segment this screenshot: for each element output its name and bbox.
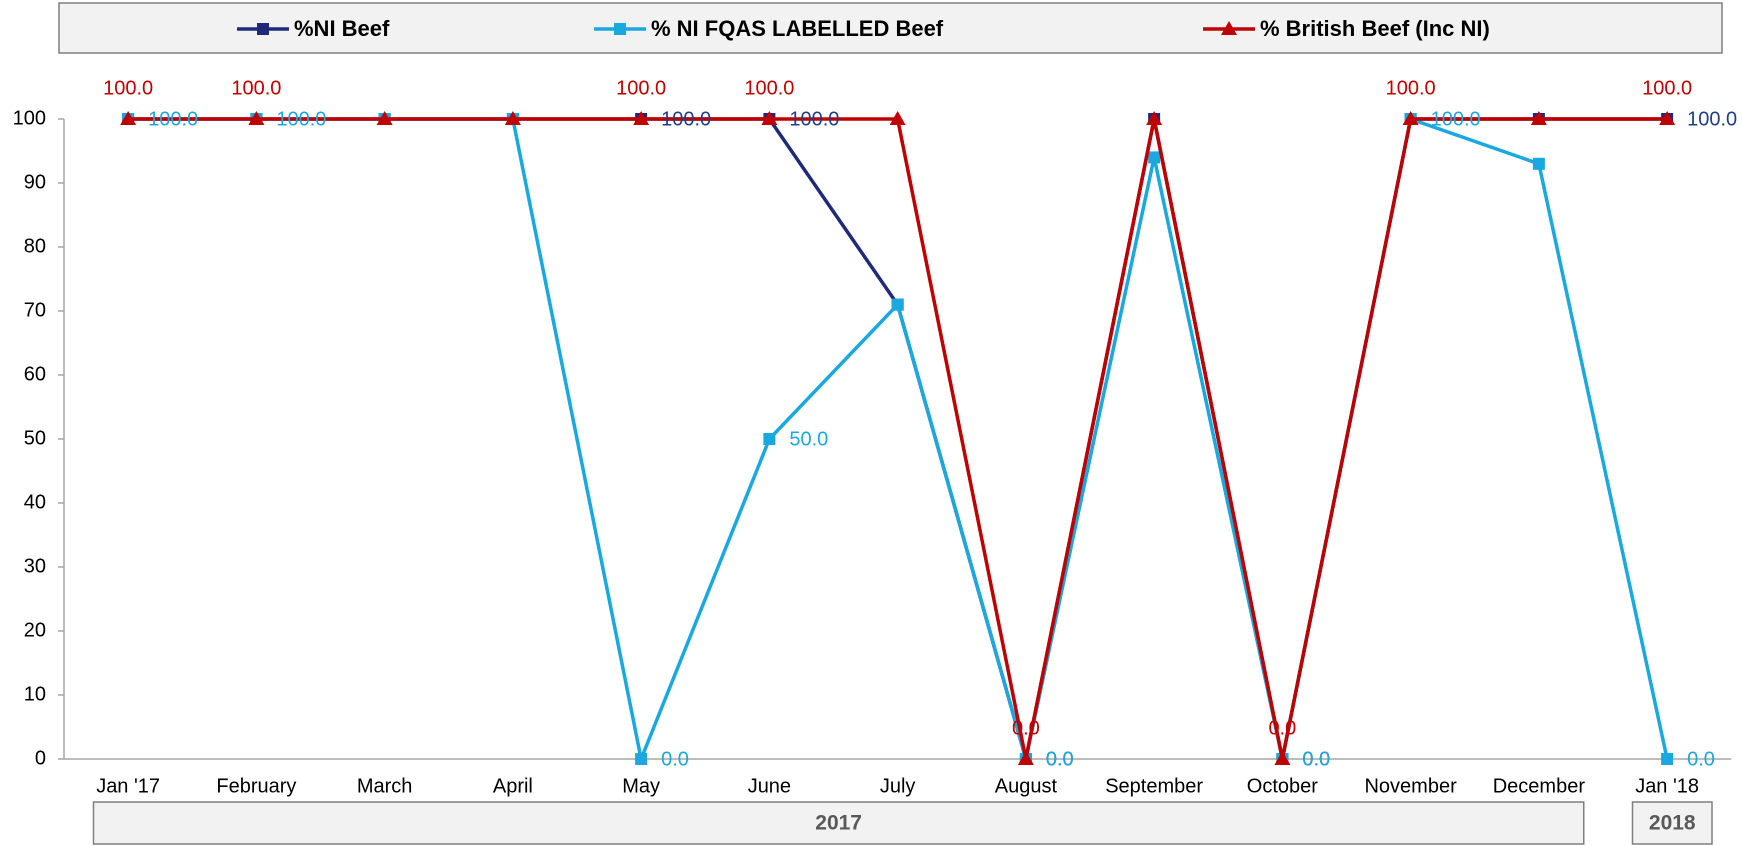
series-line (128, 117, 1669, 761)
legend-label: % NI FQAS LABELLED Beef (651, 16, 944, 41)
x-tick-label: November (1364, 775, 1457, 797)
point (1661, 753, 1674, 765)
point (633, 111, 650, 125)
data-label: 0.0 (1302, 748, 1330, 770)
group-label: 2018 (1649, 812, 1696, 835)
x-tick-label: August (995, 775, 1058, 797)
group-box (1631, 801, 1713, 845)
legend-label: %NI Beef (294, 16, 390, 41)
x-tick-label: July (880, 775, 916, 797)
data-label: 0.0 (1302, 748, 1330, 770)
data-label: 100.0 (1642, 77, 1692, 99)
data-label: 0.0 (1012, 717, 1040, 739)
x-tick-label: Jan '18 (1635, 775, 1699, 797)
point (1274, 751, 1291, 765)
data-label: 0.0 (1046, 748, 1074, 770)
y-tick-label: 40 (24, 491, 46, 513)
y-tick-label: 90 (24, 171, 46, 193)
point (1148, 151, 1161, 164)
y-tick-label: 10 (24, 683, 46, 705)
x-tick-label: March (357, 775, 413, 797)
point (1659, 111, 1676, 125)
point (891, 298, 904, 311)
data-label: 100.0 (616, 77, 666, 99)
series-line (128, 117, 1668, 761)
x-tick-label: October (1247, 775, 1318, 797)
y-tick-label: 30 (24, 555, 46, 577)
point (763, 433, 776, 445)
legend-label: % British Beef (Inc NI) (1260, 16, 1490, 41)
point (248, 111, 265, 125)
y-tick-label: 100 (13, 107, 46, 129)
group-box (92, 801, 1585, 845)
legend-marker (257, 23, 269, 35)
point (1532, 157, 1545, 170)
y-tick-label: 80 (24, 235, 46, 257)
point (376, 111, 393, 125)
data-label: 0.0 (1268, 717, 1296, 739)
y-tick-label: 50 (24, 427, 46, 449)
group-label: 2017 (815, 812, 862, 835)
point (635, 753, 648, 765)
x-tick-label: February (216, 775, 296, 797)
data-label: 100.0 (276, 108, 326, 130)
point (120, 111, 137, 125)
data-label: 100.0 (231, 77, 281, 99)
y-tick-label: 70 (24, 299, 46, 321)
point (504, 111, 521, 125)
y-tick-label: 20 (24, 619, 46, 641)
data-label: 0.0 (661, 748, 689, 770)
x-tick-label: June (748, 775, 791, 797)
data-label: 0.0 (1687, 748, 1715, 770)
x-tick-label: September (1105, 775, 1203, 797)
data-label: 100.0 (744, 77, 794, 99)
legend-marker (1221, 21, 1237, 35)
point (1017, 751, 1034, 765)
point (1146, 111, 1163, 125)
data-label: 0.0 (1046, 748, 1074, 770)
point (1530, 111, 1547, 125)
data-label: 100.0 (1687, 108, 1737, 130)
data-label: 100.0 (789, 108, 839, 130)
point (761, 111, 778, 125)
x-tick-label: April (493, 775, 533, 797)
legend-marker (614, 23, 626, 35)
y-tick-label: 0 (35, 747, 46, 769)
data-label: 100.0 (103, 77, 153, 99)
x-tick-label: Jan '17 (96, 775, 160, 797)
point (889, 111, 906, 125)
data-label: 100.0 (148, 108, 198, 130)
x-tick-label: May (622, 775, 660, 797)
data-label: 100.0 (661, 108, 711, 130)
legend-box (58, 2, 1723, 54)
series-line (128, 117, 1668, 761)
data-label: 100.0 (1431, 108, 1481, 130)
x-tick-label: December (1493, 775, 1586, 797)
y-tick-label: 60 (24, 363, 46, 385)
data-label: 100.0 (1386, 77, 1436, 99)
point (1402, 111, 1419, 125)
data-label: 50.0 (789, 428, 828, 450)
